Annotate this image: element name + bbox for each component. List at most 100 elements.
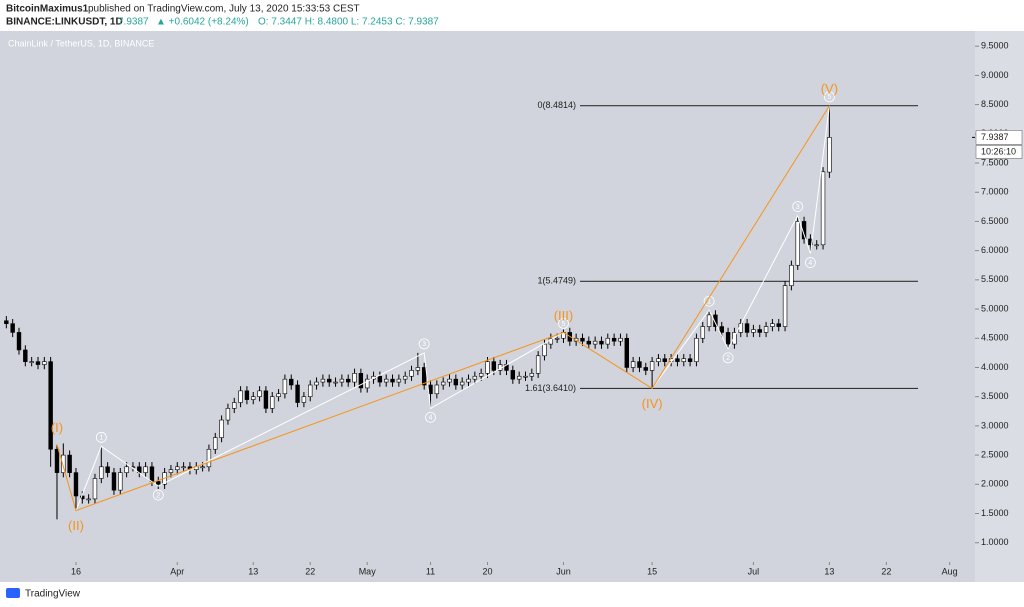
author: BitcoinMaximus1 xyxy=(6,4,89,15)
candle-body xyxy=(225,408,231,421)
subwave-circle xyxy=(418,338,430,350)
candle-body xyxy=(61,454,66,473)
candle-body xyxy=(535,355,541,374)
candle-body xyxy=(99,466,104,479)
y-tick-label: 6.0000 xyxy=(981,245,1009,255)
subwave-circle xyxy=(722,352,734,364)
wave-label: (II) xyxy=(68,518,84,533)
candle-body xyxy=(206,448,212,468)
candle-body xyxy=(16,332,22,351)
candle-body xyxy=(257,390,262,397)
candle-body xyxy=(308,384,313,397)
x-tick-label: 15 xyxy=(647,566,657,576)
candle-body xyxy=(719,326,724,333)
subwave-line xyxy=(651,105,830,389)
candle-body xyxy=(244,390,250,400)
candle-body xyxy=(440,381,446,386)
y-tick-label: 2.5000 xyxy=(981,449,1009,459)
candle-body xyxy=(675,358,680,362)
candle-body xyxy=(592,340,598,345)
subwave-label: 1 xyxy=(707,299,711,306)
candle-body xyxy=(611,337,617,342)
candle-body xyxy=(263,390,269,409)
candle-body xyxy=(662,358,667,362)
candle-body xyxy=(270,396,275,409)
candle-body xyxy=(827,137,832,173)
candle-body xyxy=(111,472,117,491)
subwave-circle xyxy=(558,318,569,329)
subwave-label: 3 xyxy=(422,341,426,348)
candle-body xyxy=(92,478,98,500)
candle-body xyxy=(789,264,794,286)
wave-label: (I) xyxy=(51,420,63,435)
candle-body xyxy=(554,337,560,340)
plot: 1.0000 1.5000 2.0000 2.5000 3.0000 3.5000 4.00… xyxy=(4,41,1023,576)
candle-body xyxy=(624,337,629,368)
candle-body xyxy=(478,373,484,377)
candle-body xyxy=(630,361,636,368)
candle-body xyxy=(251,396,256,400)
candle-body xyxy=(770,323,775,327)
x-tick-label: 20 xyxy=(482,566,492,576)
wave-label: (III) xyxy=(554,308,574,323)
candle-body xyxy=(175,466,180,471)
x-tick-label: May xyxy=(359,566,377,576)
candle-body xyxy=(618,337,623,342)
symbol: BINANCE:LINKUSDT, 1D xyxy=(6,17,123,28)
candle-body xyxy=(649,361,655,371)
candle-body xyxy=(352,373,357,383)
candle-body xyxy=(637,361,642,368)
subwave-label: 4 xyxy=(429,415,433,422)
y-tick-label: 9.0000 xyxy=(981,70,1009,80)
candle-body xyxy=(301,396,307,403)
y-tick-label: 1.0000 xyxy=(981,537,1009,547)
candle-body xyxy=(732,332,737,345)
candle-body xyxy=(48,361,53,450)
candle-body xyxy=(472,375,478,380)
y-tick-label: 2.0000 xyxy=(981,479,1009,489)
candle-body xyxy=(73,472,79,497)
candle-body xyxy=(238,390,243,403)
y-tick-label: 6.5000 xyxy=(981,216,1009,226)
candle-body xyxy=(118,472,123,491)
candle-body xyxy=(643,367,648,371)
candle-body xyxy=(687,358,693,362)
candle-body xyxy=(751,329,756,333)
subwave-circle xyxy=(95,431,107,443)
candle-body xyxy=(599,340,604,345)
candle-body xyxy=(510,370,516,380)
candle-body xyxy=(694,337,699,362)
y-tick-label: 1.5000 xyxy=(981,508,1009,518)
subwave-circle xyxy=(792,201,804,212)
x-tick-label: 13 xyxy=(248,566,258,576)
candle-body xyxy=(377,375,383,383)
candle-body xyxy=(656,358,661,362)
x-tick-label: 13 xyxy=(824,566,834,576)
fib-label: 0(8.4814) xyxy=(537,100,576,110)
subwave-circle xyxy=(804,257,816,268)
y-tick-label: 3.5000 xyxy=(981,391,1009,401)
x-tick-label: Apr xyxy=(170,566,184,576)
price-tag-label: 7.9387 xyxy=(981,132,1009,142)
candle-body xyxy=(346,378,351,383)
candle-body xyxy=(713,314,718,327)
candle-body xyxy=(333,381,338,384)
ohlc: O: 7.3447 H: 8.4800 L: 7.2453 C: 7.9387 xyxy=(258,17,439,28)
candle-body xyxy=(282,378,288,395)
brand: TradingView xyxy=(25,589,81,600)
candle-body xyxy=(23,349,28,362)
candle-body xyxy=(143,466,148,473)
x-tick-label: Aug xyxy=(942,566,958,576)
candle-body xyxy=(314,381,319,386)
y-tick-label: 5.0000 xyxy=(981,303,1009,313)
x-tick-label: Jul xyxy=(748,566,760,576)
candle-body xyxy=(763,326,769,333)
subwave-circle xyxy=(703,295,715,307)
candle-body xyxy=(421,367,427,386)
price: 7.9387 xyxy=(118,17,149,28)
candle-body xyxy=(213,437,218,450)
candle-body xyxy=(105,466,110,473)
candle-body xyxy=(776,323,781,327)
wave-line xyxy=(56,105,830,512)
y-tick-label: 3.0000 xyxy=(981,420,1009,430)
